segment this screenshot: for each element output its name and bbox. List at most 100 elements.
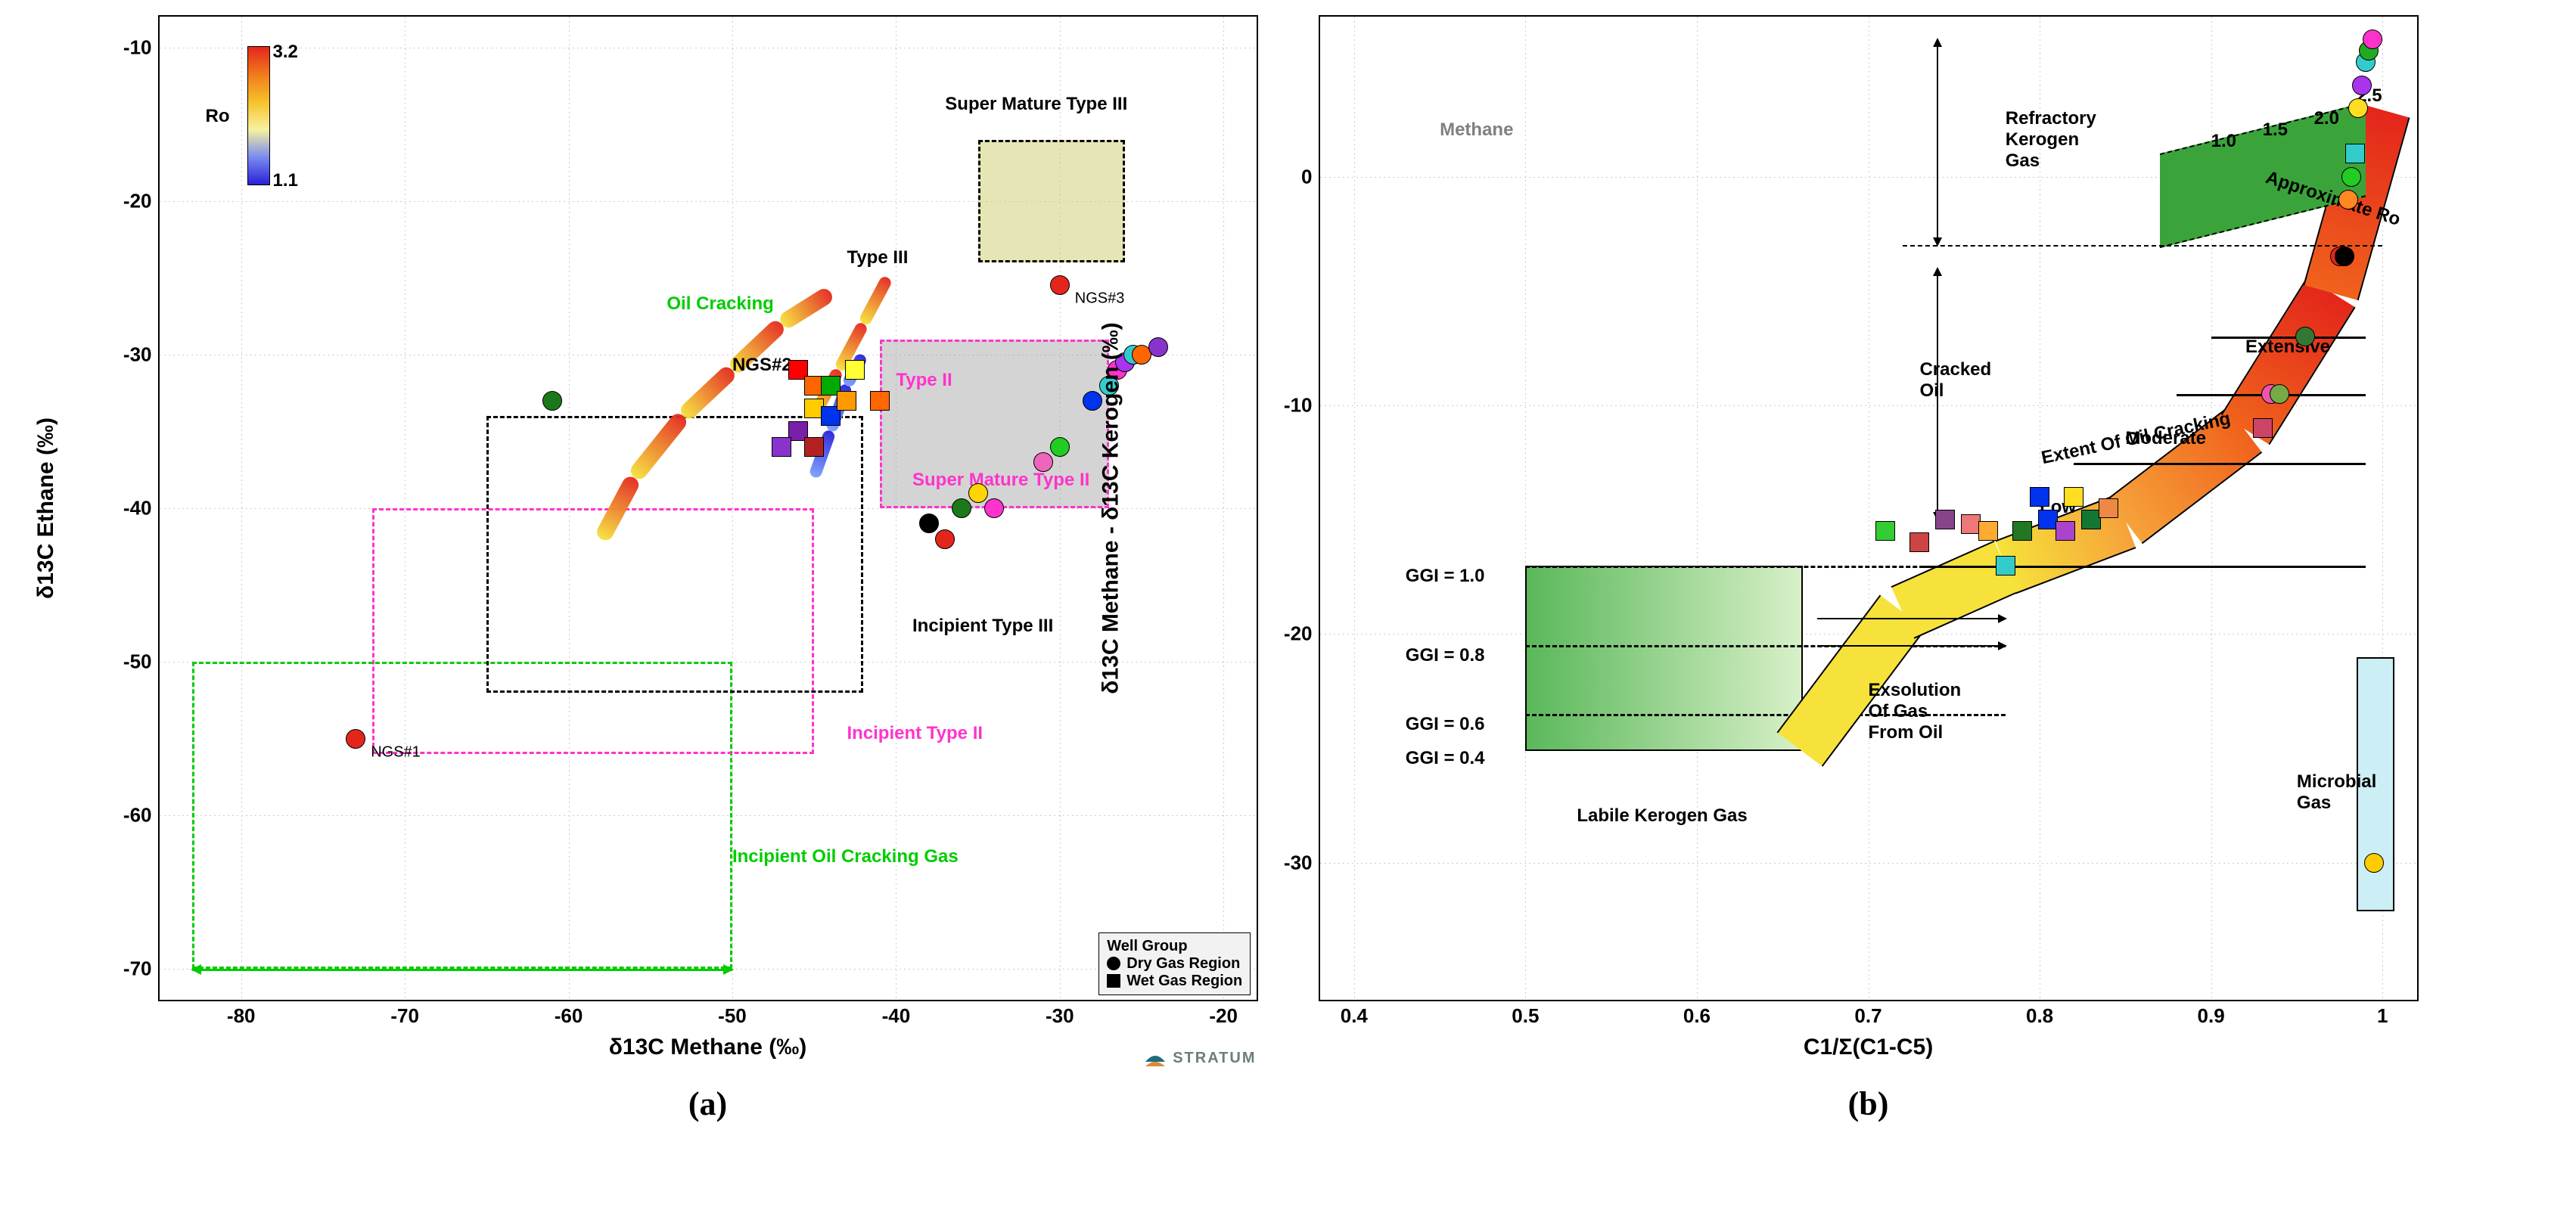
annotation: Cracked Oil [1919, 359, 1991, 402]
data-point [2338, 190, 2358, 209]
y-tick-label: -20 [123, 189, 160, 213]
data-point [2295, 327, 2315, 346]
data-point [2253, 418, 2273, 438]
data-point [2030, 487, 2049, 507]
annotation: 1.0 [2211, 131, 2236, 152]
curve-label: Oil Cracking [667, 293, 773, 315]
dash-boundary [1903, 245, 2382, 247]
legend-label: Dry Gas Region [1126, 955, 1240, 973]
colorbar-max: 3.2 [273, 42, 298, 63]
y-axis-label: δ13C Methane - δ13C Kerogen (‰) [1098, 322, 1124, 693]
annotation: GGI = 1.0 [1406, 566, 1485, 587]
annotation: 1.5 [2263, 119, 2288, 141]
region-label: Super Mature Type III [945, 94, 1127, 115]
panel-a-plot-area: -80-70-60-50-40-30-20-70-60-50-40-30-20-… [158, 15, 1258, 1001]
annotation: Microbial Gas [2297, 771, 2376, 814]
x-tick-label: -20 [1209, 1000, 1238, 1028]
data-point [1909, 532, 1929, 552]
gridline-h [1320, 863, 2417, 864]
figure-root: -80-70-60-50-40-30-20-70-60-50-40-30-20-… [0, 0, 2576, 1131]
exsolution-arrow [1817, 645, 2006, 647]
data-point [1148, 337, 1168, 357]
data-point [2345, 144, 2365, 163]
annotation: 2.0 [2314, 108, 2339, 129]
legend-title: Well Group [1107, 938, 1242, 955]
legend: Well GroupDry Gas RegionWet Gas Region [1098, 932, 1251, 995]
annotation: Extensive [2245, 337, 2330, 358]
annotation: Moderate [2125, 428, 2206, 449]
data-point [1050, 275, 1070, 295]
curve-label: Type III [847, 247, 908, 268]
x-tick-label: 0.8 [2026, 1000, 2053, 1028]
data-point [804, 437, 824, 457]
annotation: GGI = 0.8 [1406, 645, 1485, 666]
y-tick-label: -10 [123, 36, 160, 59]
colorbar-label: Ro [206, 106, 230, 127]
y-tick-label: -20 [1284, 622, 1320, 646]
point-label: NGS#3 [1075, 290, 1125, 308]
legend-label: Wet Gas Region [1126, 973, 1242, 990]
span-arrow [192, 969, 732, 971]
legend-row: Dry Gas Region [1107, 955, 1242, 973]
y-tick-label: -30 [123, 343, 160, 366]
data-point [2012, 521, 2032, 541]
cracking-level-line [2074, 463, 2365, 465]
y-tick-label: -50 [123, 650, 160, 674]
y-tick-label: -10 [1284, 393, 1320, 417]
annotation: Refractory Kerogen Gas [2006, 108, 2096, 172]
cracking-level-line [1919, 566, 2365, 568]
labile-kerogen-box [1525, 566, 1803, 752]
y-tick-label: -70 [123, 957, 160, 981]
panel-a: -80-70-60-50-40-30-20-70-60-50-40-30-20-… [158, 15, 1258, 1123]
region-label: Incipient Type III [912, 616, 1053, 637]
x-axis-label: δ13C Methane (‰) [609, 1035, 807, 1060]
y-tick-label: -60 [123, 804, 160, 827]
panel-a-caption: (a) [688, 1084, 727, 1123]
range-arrow-vertical [1937, 39, 1938, 245]
x-tick-label: -60 [555, 1000, 583, 1028]
data-point [2056, 521, 2075, 541]
x-tick-label: 1 [2377, 1000, 2388, 1028]
y-tick-label: -30 [1284, 851, 1320, 874]
cracking-band [2221, 278, 2356, 445]
panel-b: 0.40.50.60.70.80.91-30-20-100C1/Σ(C1-C5)… [1319, 15, 2419, 1123]
y-tick-label: -40 [123, 497, 160, 520]
data-point [1996, 556, 2015, 576]
x-tick-label: -80 [227, 1000, 256, 1028]
data-point [346, 729, 365, 749]
gridline-v [1525, 17, 1526, 1000]
legend-row: Wet Gas Region [1107, 973, 1242, 990]
data-point [837, 391, 856, 411]
region-super-mature-type3 [978, 140, 1126, 263]
data-point [952, 498, 971, 518]
data-point [2099, 498, 2118, 518]
exsolution-arrow [1817, 618, 2006, 619]
colorbar-min: 1.1 [273, 170, 298, 191]
data-point [2352, 76, 2372, 95]
data-point [919, 514, 939, 533]
annotation: Exsolution Of Gas From Oil [1869, 680, 1962, 743]
x-tick-label: 0.6 [1683, 1000, 1711, 1028]
x-tick-label: -50 [718, 1000, 747, 1028]
data-point [935, 529, 955, 549]
data-point [1978, 521, 1998, 541]
gridline-v [1697, 17, 1698, 1000]
panel-b-caption: (b) [1848, 1084, 1889, 1123]
data-point [2341, 167, 2361, 187]
data-point [542, 391, 562, 411]
colorbar [247, 46, 270, 185]
x-tick-label: 0.9 [2198, 1000, 2225, 1028]
region-label: Incipient Type II [847, 723, 983, 744]
data-point [1050, 437, 1070, 457]
annotation: GGI = 0.4 [1406, 748, 1485, 769]
region-label: Incipient Oil Cracking Gas [732, 846, 959, 867]
curve-oil-cracking-curve [777, 286, 835, 330]
annotation: GGI = 0.6 [1406, 714, 1485, 735]
data-point [2064, 487, 2083, 507]
y-axis-label: δ13C Ethane (‰) [33, 417, 59, 599]
data-point [870, 391, 890, 411]
x-tick-label: -70 [390, 1000, 419, 1028]
curve-type3-curve [858, 275, 893, 327]
data-point [2348, 98, 2368, 118]
data-point [1033, 452, 1053, 472]
